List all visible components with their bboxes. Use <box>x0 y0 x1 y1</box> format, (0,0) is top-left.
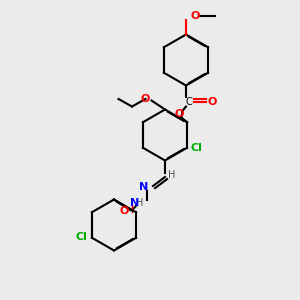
Text: N: N <box>130 197 140 208</box>
Text: H: H <box>168 170 176 181</box>
Text: O: O <box>140 94 149 104</box>
Text: O: O <box>208 97 217 107</box>
Text: H: H <box>136 197 143 208</box>
Text: C: C <box>185 97 192 107</box>
Text: O: O <box>175 109 184 119</box>
Text: N: N <box>139 182 148 193</box>
Text: O: O <box>190 11 200 21</box>
Text: O: O <box>120 206 129 217</box>
Text: Cl: Cl <box>190 143 202 153</box>
Text: Cl: Cl <box>75 232 87 242</box>
